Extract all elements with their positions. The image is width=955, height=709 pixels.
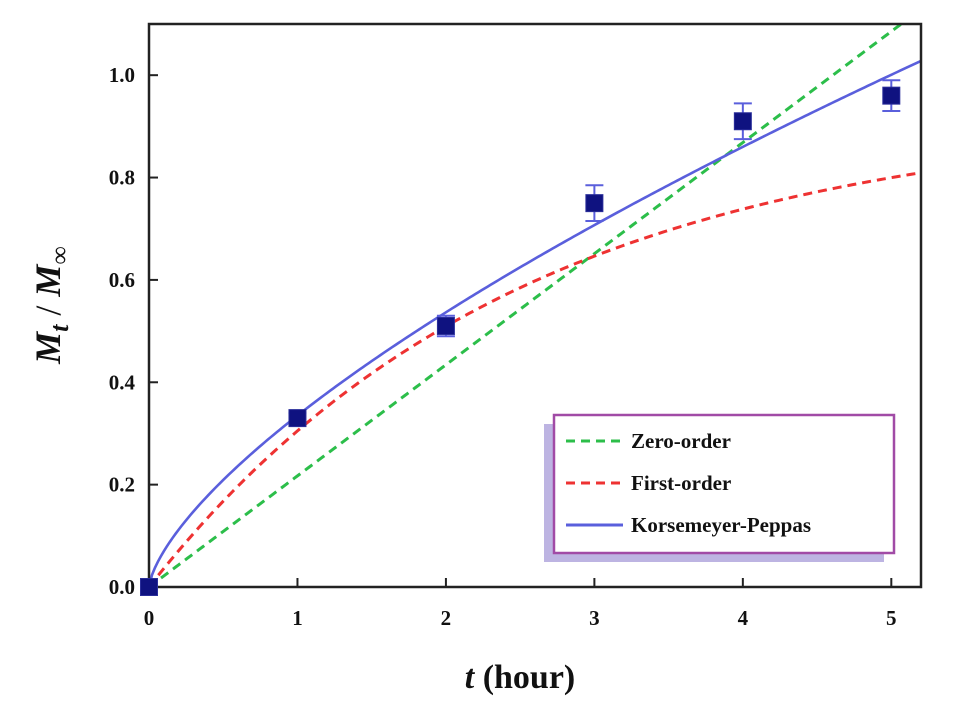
data-point bbox=[882, 86, 901, 105]
x-tick-label: 4 bbox=[738, 606, 749, 630]
y-tick-label: 0.4 bbox=[109, 370, 136, 394]
data-point bbox=[733, 112, 752, 131]
y-tick-label: 0.0 bbox=[109, 575, 135, 599]
plot-area bbox=[149, 24, 921, 587]
x-axis-title-var: t bbox=[465, 659, 476, 696]
y-axis-title-m2: M bbox=[28, 263, 68, 298]
x-tick-label: 0 bbox=[144, 606, 155, 630]
x-tick-label: 3 bbox=[589, 606, 600, 630]
y-axis-title-m1: M bbox=[28, 330, 68, 365]
y-axis-title-slash: / bbox=[28, 297, 68, 325]
data-point bbox=[585, 194, 604, 213]
y-tick-label: 0.8 bbox=[109, 166, 135, 190]
x-tick-label: 5 bbox=[886, 606, 897, 630]
plot-frame bbox=[147, 22, 923, 589]
y-axis-title-sub2: ∞ bbox=[45, 246, 74, 265]
x-tick-label: 1 bbox=[292, 606, 303, 630]
legend-label-first-order: First-order bbox=[631, 471, 731, 495]
legend-label-korsemeyer-peppas: Korsemeyer-Peppas bbox=[631, 513, 811, 537]
data-point bbox=[140, 578, 158, 596]
y-tick-label: 0.2 bbox=[109, 473, 135, 497]
y-axis-title: Mt / M∞ bbox=[28, 246, 74, 365]
x-tick-label: 2 bbox=[441, 606, 452, 630]
series-korsemeyer-peppas-curve bbox=[149, 59, 921, 587]
x-axis-title: t (hour) bbox=[465, 659, 576, 696]
y-tick-label: 0.6 bbox=[109, 268, 135, 292]
x-axis-title-unit: (hour) bbox=[474, 659, 575, 696]
legend: Zero-order First-order Korsemeyer-Peppas bbox=[544, 413, 896, 562]
series-first-order-curve bbox=[149, 171, 921, 587]
legend-label-zero-order: Zero-order bbox=[631, 429, 731, 453]
y-tick-label: 1.0 bbox=[109, 63, 135, 87]
legend-box bbox=[552, 413, 896, 555]
series-zero-order-curve bbox=[149, 24, 904, 587]
data-point bbox=[288, 409, 307, 428]
data-point bbox=[436, 316, 455, 335]
y-axis-title-sub1: t bbox=[45, 324, 74, 332]
